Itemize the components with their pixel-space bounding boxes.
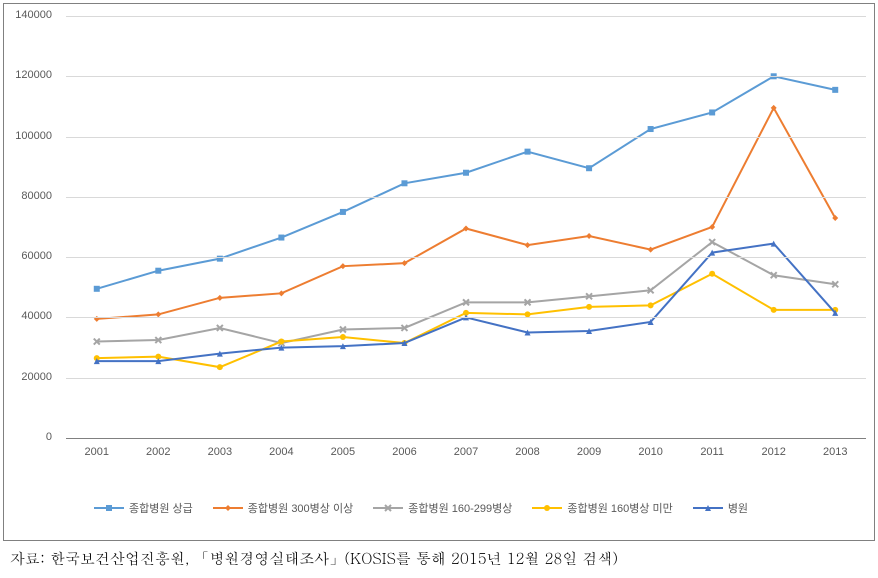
series-marker	[648, 126, 654, 132]
gridline-h	[66, 197, 866, 198]
series-marker	[709, 109, 715, 115]
y-tick-label: 20000	[4, 371, 52, 383]
gridline-h	[66, 137, 866, 138]
legend-label: 종합병원 상급	[129, 500, 193, 516]
legend-item: 종합병원 상급	[94, 500, 193, 516]
plot-area	[66, 16, 866, 438]
series-marker	[340, 263, 346, 269]
series-marker	[832, 87, 838, 93]
series-marker	[340, 209, 346, 215]
series-marker	[401, 180, 407, 186]
series-marker	[155, 268, 161, 274]
series-marker	[278, 339, 284, 345]
y-tick-label: 80000	[4, 190, 52, 202]
chart-svg	[66, 16, 866, 438]
legend-swatch-icon	[94, 502, 124, 514]
y-tick-label: 100000	[4, 130, 52, 142]
x-tick-label: 2003	[208, 446, 232, 458]
series-marker	[648, 302, 654, 308]
series-marker	[586, 233, 592, 239]
source-citation: 자료: 한국보건산업진흥원, 「병원경영실태조사」(KOSIS를 통해 2015…	[10, 548, 618, 569]
gridline-h	[66, 16, 866, 17]
x-tick-label: 2013	[823, 446, 847, 458]
legend-item: 병원	[693, 500, 748, 516]
series-marker	[463, 170, 469, 176]
chart-container: 종합병원 상급 종합병원 300병상 이상 종합병원 160-299병상 종합병원 1…	[3, 3, 875, 541]
y-tick-label: 40000	[4, 310, 52, 322]
series-marker	[525, 149, 531, 155]
legend-swatch-icon	[213, 502, 243, 514]
legend-swatch-icon	[693, 502, 723, 514]
x-tick-label: 2010	[638, 446, 662, 458]
y-tick-label: 60000	[4, 250, 52, 262]
x-tick-label: 2004	[269, 446, 293, 458]
legend-label: 종합병원 160병상 미만	[567, 500, 672, 516]
legend-item: 종합병원 300병상 이상	[213, 500, 353, 516]
series-marker	[217, 295, 223, 301]
x-tick-label: 2006	[392, 446, 416, 458]
x-tick-label: 2005	[331, 446, 355, 458]
x-tick-label: 2011	[700, 446, 724, 458]
y-tick-label: 140000	[4, 9, 52, 21]
series-marker	[217, 364, 223, 370]
series-marker	[340, 334, 346, 340]
series-marker	[586, 165, 592, 171]
x-axis-line	[66, 438, 866, 439]
series-marker	[771, 307, 777, 313]
x-tick-label: 2002	[146, 446, 170, 458]
series-marker	[94, 286, 100, 292]
gridline-h	[66, 257, 866, 258]
series-marker	[278, 235, 284, 241]
series-marker	[278, 290, 284, 296]
y-tick-label: 0	[4, 431, 52, 443]
legend-item: 종합병원 160병상 미만	[532, 500, 672, 516]
x-tick-label: 2001	[85, 446, 109, 458]
legend-label: 종합병원 160-299병상	[408, 500, 512, 516]
legend-swatch-icon	[373, 502, 403, 514]
x-tick-label: 2009	[577, 446, 601, 458]
series-marker	[525, 242, 531, 248]
x-tick-label: 2008	[515, 446, 539, 458]
series-line	[97, 274, 835, 367]
series-marker	[709, 271, 715, 277]
gridline-h	[66, 317, 866, 318]
x-tick-label: 2007	[454, 446, 478, 458]
y-tick-label: 120000	[4, 69, 52, 81]
legend: 종합병원 상급 종합병원 300병상 이상 종합병원 160-299병상 종합병원 1…	[94, 482, 794, 534]
legend-label: 종합병원 300병상 이상	[248, 500, 353, 516]
legend-swatch-icon	[532, 502, 562, 514]
series-marker	[586, 304, 592, 310]
gridline-h	[66, 378, 866, 379]
x-tick-label: 2012	[761, 446, 785, 458]
legend-label: 병원	[728, 500, 748, 516]
series-line	[97, 108, 835, 319]
series-marker	[648, 247, 654, 253]
legend-item: 종합병원 160-299병상	[373, 500, 512, 516]
gridline-h	[66, 76, 866, 77]
